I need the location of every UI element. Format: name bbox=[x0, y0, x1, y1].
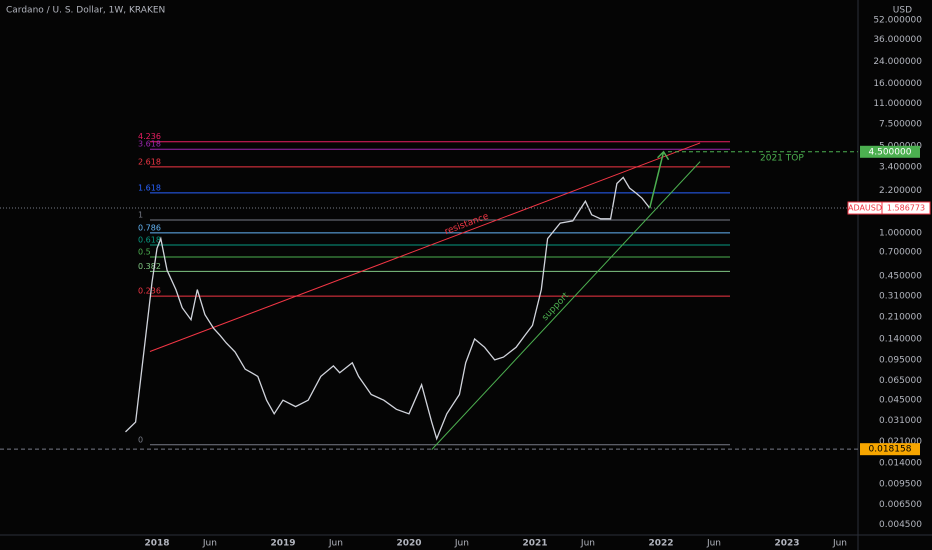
y-tick-label: 0.210000 bbox=[879, 313, 922, 323]
fib-label: 0.618 bbox=[138, 235, 161, 244]
y-tick-label: 0.021000 bbox=[879, 437, 922, 447]
fib-label: 0.5 bbox=[138, 247, 151, 256]
trendline-label: resistance bbox=[443, 211, 490, 237]
target-label: 2021 TOP bbox=[760, 153, 804, 163]
trendline bbox=[149, 142, 701, 352]
y-tick-label: 0.095000 bbox=[879, 355, 922, 365]
x-tick-label: Jun bbox=[328, 539, 343, 549]
price-tag bbox=[881, 201, 931, 215]
fib-label: 0 bbox=[138, 435, 143, 444]
fib-label: 2.618 bbox=[138, 157, 161, 166]
symbol-tag-label: ADAUSD bbox=[848, 204, 882, 213]
trendline bbox=[431, 161, 701, 450]
x-tick-label: 2020 bbox=[396, 539, 421, 549]
x-tick-label: Jun bbox=[202, 539, 217, 549]
y-tick-label: 16.000000 bbox=[873, 79, 922, 89]
y-tick-label: 0.450000 bbox=[879, 271, 922, 281]
price-line bbox=[125, 176, 651, 441]
arrow-head bbox=[657, 150, 670, 161]
x-tick-label: 2018 bbox=[144, 539, 169, 549]
y-tick-label: 0.065000 bbox=[879, 376, 922, 386]
y-tick-label: 0.014000 bbox=[879, 459, 922, 469]
y-tick-label: 0.031000 bbox=[879, 416, 922, 426]
y-tick-label: 0.140000 bbox=[879, 334, 922, 344]
fib-label: 1 bbox=[138, 211, 143, 220]
y-tick-label: 0.045000 bbox=[879, 396, 922, 406]
x-tick-label: 2022 bbox=[649, 539, 674, 549]
y-tick-label: 3.400000 bbox=[879, 162, 922, 172]
fib-label: 1.618 bbox=[138, 183, 161, 192]
y-tick-label: 0.006500 bbox=[879, 500, 922, 510]
x-tick-label: Jun bbox=[832, 539, 847, 549]
fib-label: 3.618 bbox=[138, 140, 161, 149]
x-tick-label: Jun bbox=[580, 539, 595, 549]
y-tick-label: 52.000000 bbox=[873, 15, 922, 25]
low-tag-label: 0.018158 bbox=[869, 445, 912, 455]
price-tag-label: 1.586773 bbox=[887, 204, 925, 213]
x-tick-label: Jun bbox=[454, 539, 469, 549]
x-tick-label: Jun bbox=[706, 539, 721, 549]
fib-label: 0.786 bbox=[138, 223, 161, 232]
fib-label: 0.382 bbox=[138, 262, 161, 271]
axis-unit: USD bbox=[893, 6, 912, 16]
y-tick-label: 7.500000 bbox=[879, 120, 922, 130]
target-arrow bbox=[648, 151, 665, 209]
target-tag-label: 4.500000 bbox=[869, 147, 912, 157]
y-tick-label: 24.000000 bbox=[873, 57, 922, 67]
chart-title: Cardano / U. S. Dollar, 1W, KRAKEN bbox=[6, 6, 165, 16]
low-tag bbox=[860, 443, 920, 456]
y-tick-label: 2.200000 bbox=[879, 186, 922, 196]
fib-label: 4.236 bbox=[138, 132, 161, 141]
x-tick-label: 2019 bbox=[270, 539, 295, 549]
y-tick-label: 36.000000 bbox=[873, 35, 922, 45]
y-tick-label: 11.000000 bbox=[873, 99, 922, 109]
fib-label: 0.236 bbox=[138, 287, 161, 296]
y-tick-label: 0.009500 bbox=[879, 480, 922, 490]
y-tick-label: 0.700000 bbox=[879, 248, 922, 258]
x-tick-label: 2023 bbox=[775, 539, 800, 549]
y-tick-label: 0.004500 bbox=[879, 520, 922, 530]
target-tag bbox=[860, 145, 920, 158]
y-tick-label: 0.310000 bbox=[879, 292, 922, 302]
x-tick-label: 2021 bbox=[523, 539, 548, 549]
y-tick-label: 1.000000 bbox=[879, 228, 922, 238]
trendline-label: support bbox=[540, 291, 571, 323]
